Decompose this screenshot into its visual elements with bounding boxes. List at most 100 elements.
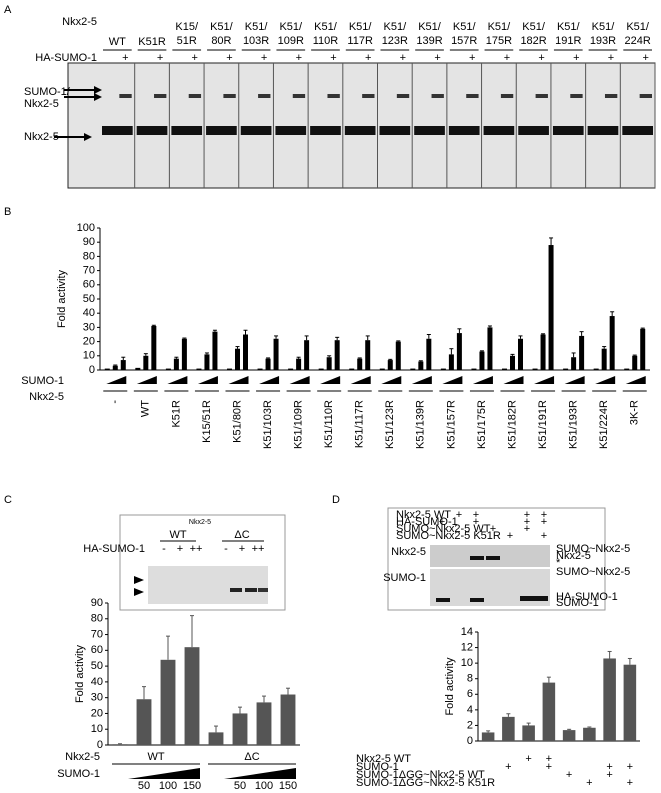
label: + [261,52,267,64]
label: 40 [83,307,95,319]
wedge [472,376,493,384]
label: SUMO~Nkx2-5 WT [396,523,491,535]
band [396,94,410,98]
wedge [534,376,555,384]
label: + [296,52,302,64]
label: SUMO~Nkx2-5 [556,543,630,555]
label: SUMO-1/ [24,86,71,98]
bar [563,368,569,370]
bar [181,338,187,370]
band [570,94,583,98]
label: + [627,777,633,789]
bar [624,368,630,370]
band [486,556,500,560]
label: + [524,523,530,535]
label: 100 [77,222,95,234]
bar [265,358,271,370]
bar [318,368,324,370]
label: + [538,52,544,64]
label: + [606,761,612,773]
band [639,94,652,98]
label: K51/80R [231,400,243,443]
wedge [350,376,371,384]
label: + [473,516,479,528]
label: 150 [183,780,201,792]
label: + [507,530,513,542]
label: 10 [91,723,103,735]
bar [448,354,454,370]
band [240,126,272,135]
label: SUMO~Nkx2-5 K51R [396,530,501,542]
bar [334,340,340,370]
label: K51/182R [506,400,518,449]
band [466,94,479,98]
label: 139R [416,35,442,47]
bar [426,338,432,370]
label: K15/51R [201,400,213,443]
label: K51/ [626,21,650,33]
label: 224R [625,35,651,47]
label: 0 [467,735,473,747]
band [327,94,340,98]
band [206,126,237,135]
wedge [381,376,402,384]
bar [273,338,279,370]
label: Nkx2-5 [62,16,97,28]
bar [143,355,149,370]
band [587,126,619,135]
bar [502,368,507,370]
wedge [136,376,157,384]
label: + [524,509,530,521]
bar [522,725,535,741]
label: Nkx2-5 WT [356,753,411,765]
arrowhead [134,588,144,596]
label: 150 [279,780,297,792]
band [520,596,548,601]
label: 2 [467,719,473,731]
label: 8 [467,673,473,685]
wedge [625,376,646,384]
label: 175R [486,35,512,47]
bar [160,659,176,745]
label: + [192,52,198,64]
label: K51/ [245,21,269,33]
label: 90 [83,236,95,248]
bar [387,360,393,370]
label: 50 [234,780,246,792]
label: 100 [255,780,273,792]
label: Fold activity [74,644,86,703]
label: K51/109R [293,400,305,449]
bar [349,368,355,370]
label: - [224,543,228,555]
label: + [541,530,547,542]
label: K51/ [418,21,442,33]
bar [208,732,224,745]
label: SUMO-1 [21,375,64,387]
label: Fold activity [56,269,68,328]
wedge [224,768,296,779]
bar [112,365,118,370]
band [310,126,341,135]
band [622,126,653,135]
bar [440,368,446,370]
label: 6 [467,688,473,700]
bar [603,658,616,741]
label: 70 [91,628,103,640]
label: 80 [91,613,103,625]
band [344,126,376,135]
bar [151,325,157,370]
bar [365,340,371,370]
blot-a [67,62,656,189]
label: + [525,753,531,765]
band [245,588,257,592]
bar [623,664,637,741]
label: Nkx2-5 [391,546,426,558]
blot-c [148,566,268,604]
label: 100 [159,780,177,792]
label: 80 [83,250,95,262]
band [154,94,167,98]
label: + [157,52,163,64]
label: SUMO-1 [383,572,426,584]
band [448,126,480,135]
